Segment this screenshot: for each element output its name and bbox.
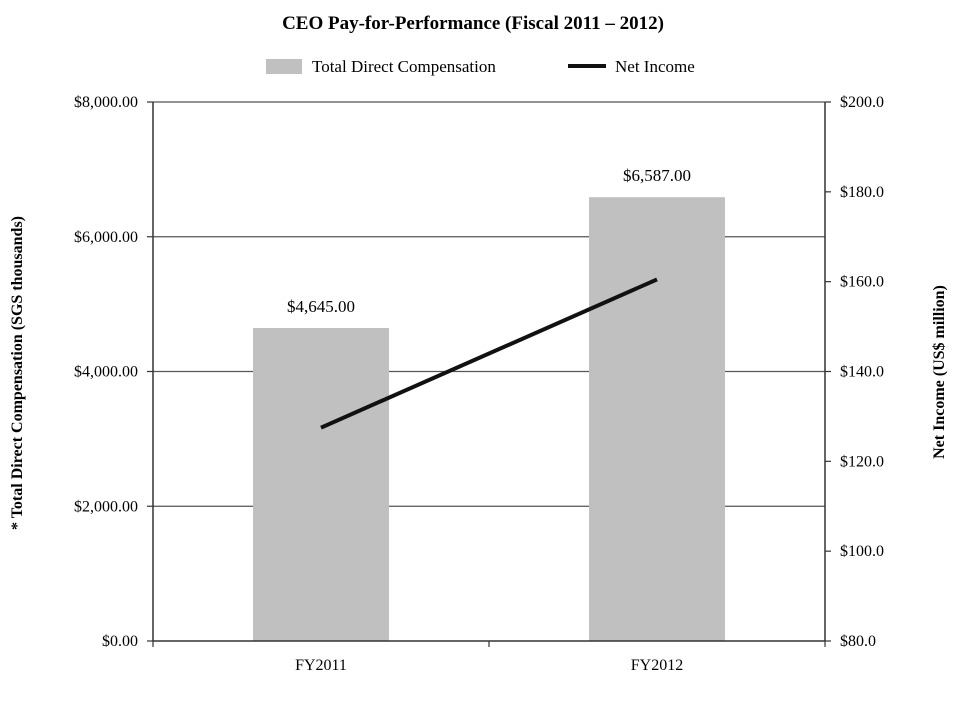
- y-left-tick-label: $4,000.00: [74, 364, 138, 381]
- y-axis-left-title: * Total Direct Compensation (SGS thousan…: [9, 216, 26, 530]
- y-left-tick-label: $0.00: [102, 633, 138, 650]
- data-label-fy2012: $6,587.00: [623, 166, 691, 185]
- bars: [253, 197, 725, 642]
- legend-label-compensation: Total Direct Compensation: [312, 57, 496, 76]
- line-series: [320, 277, 658, 430]
- y-left-tick-label: $8,000.00: [74, 94, 138, 111]
- y-right-tick-label: $100.0: [840, 543, 884, 560]
- y-axis-right-title: Net Income (US$ million): [931, 285, 948, 459]
- y-right-tick-label: $200.0: [840, 94, 884, 111]
- y-left-tick-label: $2,000.00: [74, 498, 138, 515]
- bar-fy2012: [589, 197, 725, 642]
- y-right-tick-label: $180.0: [840, 184, 884, 201]
- legend-label-net-income: Net Income: [615, 57, 695, 76]
- y-left-tick-label: $6,000.00: [74, 229, 138, 246]
- y-right-tick-label: $80.0: [840, 633, 876, 650]
- chart-title: CEO Pay-for-Performance (Fiscal 2011 – 2…: [282, 13, 664, 34]
- y-right-tick-label: $140.0: [840, 364, 884, 381]
- data-labels: $4,645.00 $6,587.00: [287, 166, 691, 316]
- axes: [147, 101, 831, 647]
- net-income-line: [320, 277, 658, 430]
- y-right-tick-label: $120.0: [840, 453, 884, 470]
- legend: Total Direct Compensation Net Income: [266, 57, 695, 76]
- bar-fy2011: [253, 328, 389, 641]
- tick-labels: $0.00 $2,000.00 $4,000.00 $6,000.00 $8,000.0…: [74, 94, 884, 674]
- legend-swatch-compensation: [266, 59, 302, 74]
- x-tick-label-fy2011: FY2011: [295, 657, 347, 674]
- y-right-tick-label: $160.0: [840, 274, 884, 291]
- x-tick-label-fy2012: FY2012: [631, 657, 683, 674]
- data-label-fy2011: $4,645.00: [287, 297, 355, 316]
